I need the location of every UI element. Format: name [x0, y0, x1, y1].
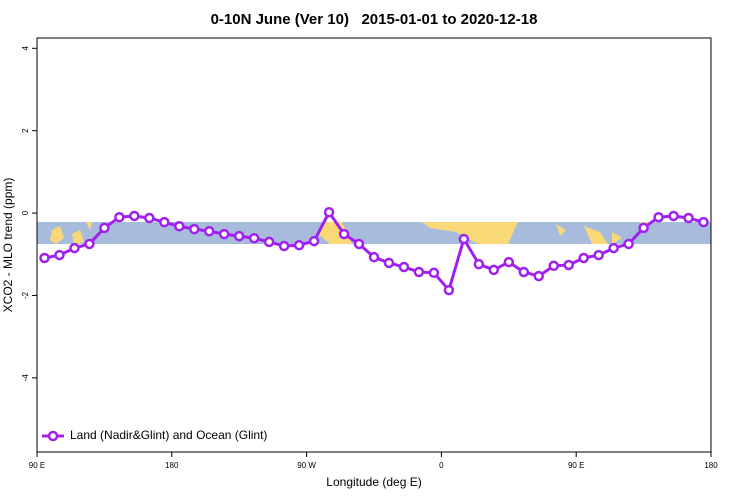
x-tick-label: 90 E [568, 461, 584, 470]
data-point [338, 228, 350, 240]
data-point [578, 252, 589, 264]
chart-title: 0-10N June (Ver 10) 2015-01-01 to 2020-1… [211, 11, 538, 28]
data-point [248, 232, 260, 244]
data-point [308, 235, 320, 247]
data-point [99, 222, 110, 234]
data-point [278, 240, 290, 252]
data-point [159, 216, 170, 228]
data-point [174, 221, 185, 232]
map-band [37, 222, 711, 244]
data-point [84, 238, 95, 250]
data-point [144, 212, 155, 224]
data-point [458, 233, 470, 245]
x-tick-label: 180 [704, 461, 718, 470]
data-point [653, 211, 664, 223]
data-point [203, 225, 215, 237]
data-point [683, 212, 694, 224]
data-point [473, 258, 485, 270]
data-point [383, 257, 395, 269]
data-point [413, 266, 425, 278]
data-point [548, 260, 559, 272]
y-tick-label: 0 [21, 210, 30, 215]
legend-label: Land (Nadir&Glint) and Ocean (Glint) [70, 428, 267, 442]
y-tick-label: -2 [21, 291, 30, 299]
data-point [114, 211, 125, 223]
data-point [69, 242, 80, 254]
x-tick-label: 90 E [29, 461, 45, 470]
data-point [608, 242, 619, 254]
data-point [698, 216, 709, 228]
plot-frame [36, 37, 712, 453]
data-point [503, 256, 515, 268]
data-point [353, 238, 365, 250]
data-point [129, 210, 140, 222]
data-point [398, 261, 410, 273]
data-point [218, 228, 230, 240]
data-point [623, 238, 634, 250]
data-point [593, 249, 604, 261]
data-point [638, 222, 649, 234]
data-point [563, 259, 574, 271]
data-point [533, 270, 545, 282]
x-tick-label: 180 [165, 461, 179, 470]
data-point [39, 252, 50, 264]
data-point [518, 266, 530, 278]
data-point [443, 284, 455, 296]
data-point [428, 267, 440, 279]
data-point [233, 230, 245, 242]
data-point [323, 207, 335, 218]
x-axis-label: Longitude (deg E) [326, 475, 421, 489]
y-tick-label: 4 [21, 46, 30, 51]
data-point [293, 239, 305, 251]
data-point [54, 249, 65, 261]
legend-marker [47, 430, 59, 442]
data-point [668, 210, 679, 222]
x-tick-label: 0 [439, 461, 444, 470]
x-tick-label: 90 W [297, 461, 316, 470]
data-point [488, 264, 500, 276]
y-tick-label: -4 [21, 374, 30, 382]
y-tick-label: 2 [21, 128, 30, 133]
y-axis-label: XCO2 - MLO trend (ppm) [1, 178, 15, 313]
data-point [189, 223, 200, 235]
data-point [263, 236, 275, 248]
data-point [368, 251, 380, 263]
